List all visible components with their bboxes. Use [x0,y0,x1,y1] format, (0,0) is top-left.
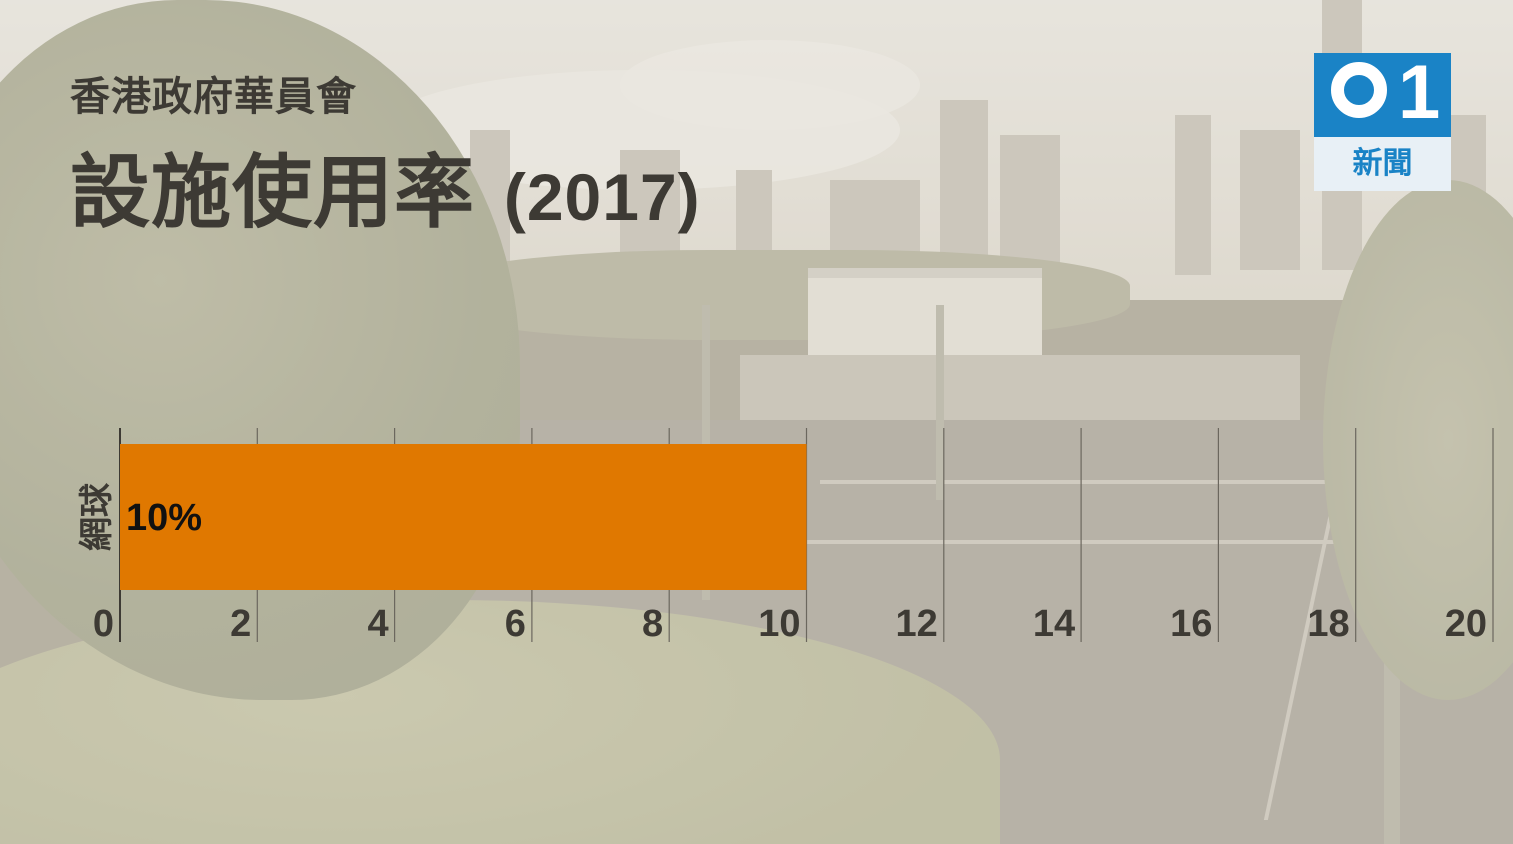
x-tick-label: 8 [642,603,663,645]
x-tick-label: 2 [230,603,251,645]
bar [120,444,807,590]
x-tick-label: 18 [1307,603,1349,645]
logo-text: 新聞 [1314,137,1451,191]
chart-title: 設施使用率 (2017) [70,128,701,244]
title-year: (2017) [503,160,701,234]
chart-subtitle: 香港政府華員會 [70,74,357,120]
title-text: 設施使用率 [70,146,475,239]
x-tick-label: 12 [896,603,938,645]
bars [120,444,807,590]
logo-number: 1 [1398,50,1441,135]
hk01-logo: 1 新聞 [1314,53,1451,191]
data-label: 10% [126,497,202,539]
x-tick-label: 0 [93,603,114,645]
labels: 0 2 4 6 8 10 12 14 16 18 20 10%網球 [77,482,1487,645]
x-tick-label: 14 [1033,603,1075,645]
x-tick-label: 10 [758,603,800,645]
x-tick-label: 4 [367,603,388,645]
x-tick-label: 6 [505,603,526,645]
category-label: 網球 [77,482,117,551]
x-tick-label: 20 [1445,603,1487,645]
x-tick-label: 16 [1170,603,1212,645]
